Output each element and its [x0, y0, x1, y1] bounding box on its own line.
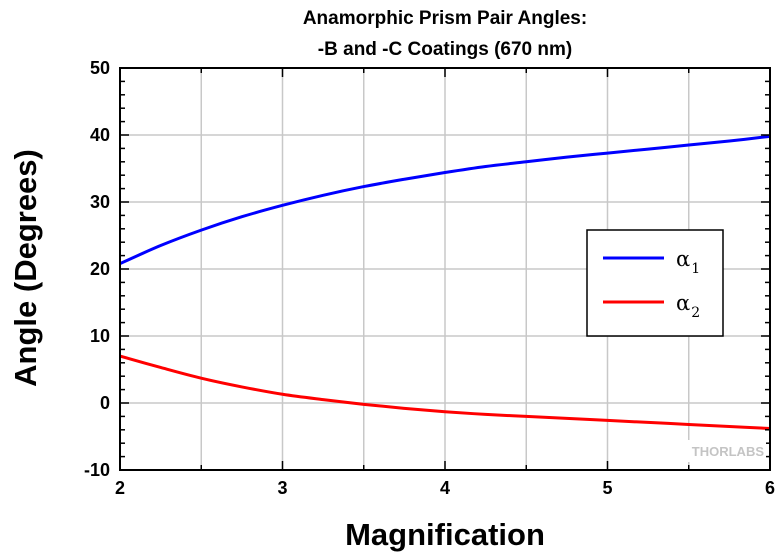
x-tick-label: 5 [602, 478, 612, 498]
y-tick-label: -10 [84, 460, 110, 480]
x-tick-label: 6 [765, 478, 775, 498]
thorlabs-watermark: THORLABS [692, 444, 765, 459]
series-line-alpha2 [119, 354, 771, 430]
y-tick-label: 20 [90, 259, 110, 279]
y-tick-label: 10 [90, 326, 110, 346]
legend-label-alpha2: α2 [676, 291, 700, 321]
series-line-alpha1 [119, 134, 771, 266]
plot-frame [119, 67, 771, 471]
x-tick-label: 4 [440, 478, 450, 498]
y-tick-label: 50 [90, 58, 110, 78]
y-tick-label: 40 [90, 125, 110, 145]
x-tick-label: 2 [115, 478, 125, 498]
x-tick-label: 3 [277, 478, 287, 498]
y-axis-title: Angle (Degrees) [8, 149, 43, 387]
chart-title-line-1: Anamorphic Prism Pair Angles: [303, 8, 587, 29]
legend-label-alpha1: α1 [676, 247, 700, 277]
y-tick-label: 0 [100, 393, 110, 413]
chart-title-line-2: -B and -C Coatings (670 nm) [318, 39, 572, 60]
series-lines [119, 134, 771, 430]
x-axis-title: Magnification [345, 517, 545, 552]
tick-labels: -10 0 10 20 30 40 50 2 3 4 5 6 [84, 58, 775, 498]
y-tick-label: 30 [90, 192, 110, 212]
legend-box [586, 229, 724, 337]
watermark-backdrop [666, 440, 766, 462]
legend: α1 α2 [586, 229, 724, 337]
